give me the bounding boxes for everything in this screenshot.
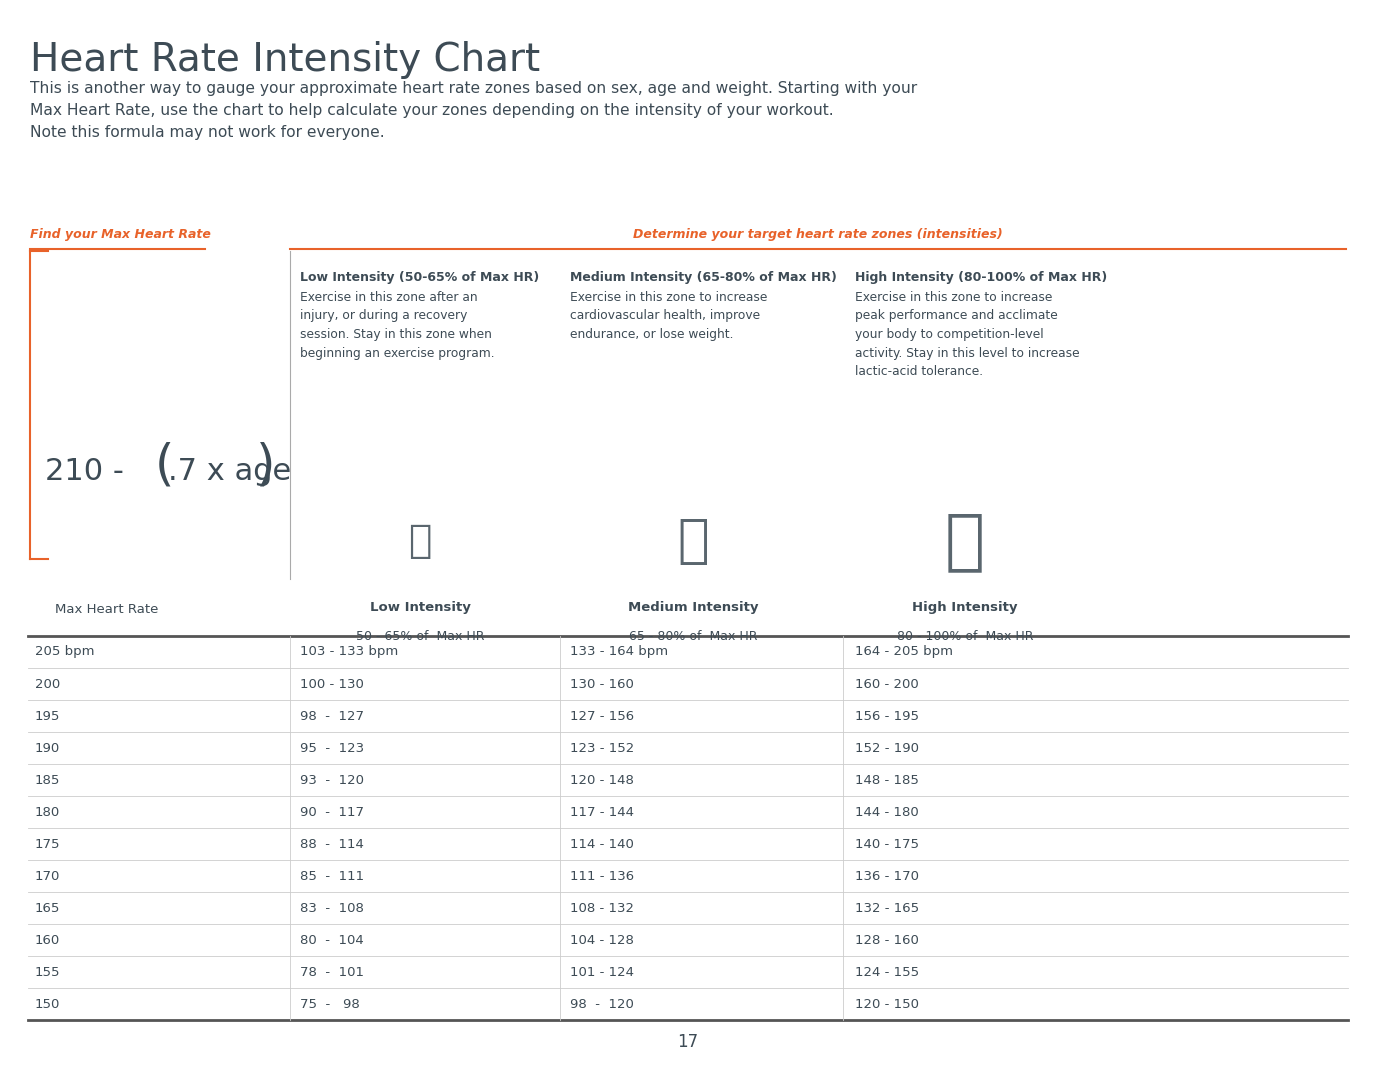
Text: 164 - 205 bpm: 164 - 205 bpm bbox=[854, 646, 954, 659]
Text: 155: 155 bbox=[34, 965, 61, 979]
Text: Low Intensity: Low Intensity bbox=[370, 601, 471, 614]
Text: Exercise in this zone to increase
peak performance and acclimate
your body to co: Exercise in this zone to increase peak p… bbox=[854, 291, 1080, 378]
Text: Medium Intensity (65-80% of Max HR): Medium Intensity (65-80% of Max HR) bbox=[570, 271, 837, 284]
Text: Exercise in this zone to increase
cardiovascular health, improve
endurance, or l: Exercise in this zone to increase cardio… bbox=[570, 291, 768, 341]
Text: 175: 175 bbox=[34, 838, 61, 850]
Text: 180: 180 bbox=[34, 805, 61, 818]
Text: 85  -  111: 85 - 111 bbox=[300, 870, 365, 883]
Text: 78  -  101: 78 - 101 bbox=[300, 965, 365, 979]
Text: 100 - 130: 100 - 130 bbox=[300, 678, 363, 691]
Text: 156 - 195: 156 - 195 bbox=[854, 709, 919, 723]
Text: 103 - 133 bpm: 103 - 133 bpm bbox=[300, 646, 398, 659]
Text: High Intensity: High Intensity bbox=[912, 601, 1018, 614]
Text: 🏃: 🏃 bbox=[677, 515, 709, 567]
Text: .7 x age: .7 x age bbox=[168, 456, 292, 485]
Text: 98  -  120: 98 - 120 bbox=[570, 997, 634, 1011]
Text: 170: 170 bbox=[34, 870, 61, 883]
Text: 80 - 100% of  Max HR: 80 - 100% of Max HR bbox=[897, 630, 1033, 643]
Text: 75  -   98: 75 - 98 bbox=[300, 997, 359, 1011]
Text: Low Intensity (50-65% of Max HR): Low Intensity (50-65% of Max HR) bbox=[300, 271, 539, 284]
Text: 80  -  104: 80 - 104 bbox=[300, 934, 363, 947]
Text: Medium Intensity: Medium Intensity bbox=[627, 601, 758, 614]
Text: 132 - 165: 132 - 165 bbox=[854, 902, 919, 915]
Text: 65 - 80% of  Max HR: 65 - 80% of Max HR bbox=[629, 630, 757, 643]
Text: 114 - 140: 114 - 140 bbox=[570, 838, 634, 850]
Text: This is another way to gauge your approximate heart rate zones based on sex, age: This is another way to gauge your approx… bbox=[30, 81, 918, 140]
Text: (: ( bbox=[155, 442, 175, 491]
Text: Exercise in this zone after an
injury, or during a recovery
session. Stay in thi: Exercise in this zone after an injury, o… bbox=[300, 291, 494, 360]
Text: 140 - 175: 140 - 175 bbox=[854, 838, 919, 850]
Text: Determine your target heart rate zones (intensities): Determine your target heart rate zones (… bbox=[633, 228, 1003, 241]
Text: 101 - 124: 101 - 124 bbox=[570, 965, 634, 979]
Text: 195: 195 bbox=[34, 709, 61, 723]
Text: 🏃: 🏃 bbox=[945, 508, 985, 574]
Text: 136 - 170: 136 - 170 bbox=[854, 870, 919, 883]
Text: 150: 150 bbox=[34, 997, 61, 1011]
Text: 90  -  117: 90 - 117 bbox=[300, 805, 365, 818]
Text: 111 - 136: 111 - 136 bbox=[570, 870, 634, 883]
Text: Max Heart Rate: Max Heart Rate bbox=[55, 603, 158, 616]
Text: 133 - 164 bpm: 133 - 164 bpm bbox=[570, 646, 669, 659]
Text: 104 - 128: 104 - 128 bbox=[570, 934, 634, 947]
Text: 210 -: 210 - bbox=[45, 456, 143, 485]
Text: 160: 160 bbox=[34, 934, 61, 947]
Text: 17: 17 bbox=[677, 1034, 699, 1051]
Text: High Intensity (80-100% of Max HR): High Intensity (80-100% of Max HR) bbox=[854, 271, 1108, 284]
Text: 200: 200 bbox=[34, 678, 61, 691]
Text: 160 - 200: 160 - 200 bbox=[854, 678, 919, 691]
Text: 127 - 156: 127 - 156 bbox=[570, 709, 634, 723]
Text: 88  -  114: 88 - 114 bbox=[300, 838, 363, 850]
Text: 124 - 155: 124 - 155 bbox=[854, 965, 919, 979]
Text: 108 - 132: 108 - 132 bbox=[570, 902, 634, 915]
Text: 50 - 65% of  Max HR: 50 - 65% of Max HR bbox=[356, 630, 484, 643]
Text: 🏃: 🏃 bbox=[409, 522, 432, 560]
Text: 152 - 190: 152 - 190 bbox=[854, 741, 919, 754]
Text: 95  -  123: 95 - 123 bbox=[300, 741, 365, 754]
Text: 98  -  127: 98 - 127 bbox=[300, 709, 365, 723]
Text: 185: 185 bbox=[34, 773, 61, 786]
Text: 128 - 160: 128 - 160 bbox=[854, 934, 919, 947]
Text: 93  -  120: 93 - 120 bbox=[300, 773, 365, 786]
Text: 205 bpm: 205 bpm bbox=[34, 646, 95, 659]
Text: 83  -  108: 83 - 108 bbox=[300, 902, 363, 915]
Text: 144 - 180: 144 - 180 bbox=[854, 805, 919, 818]
Text: 117 - 144: 117 - 144 bbox=[570, 805, 634, 818]
Text: 123 - 152: 123 - 152 bbox=[570, 741, 634, 754]
Text: Heart Rate Intensity Chart: Heart Rate Intensity Chart bbox=[30, 41, 541, 79]
Text: 130 - 160: 130 - 160 bbox=[570, 678, 634, 691]
Text: 120 - 148: 120 - 148 bbox=[570, 773, 634, 786]
Text: Find your Max Heart Rate: Find your Max Heart Rate bbox=[30, 228, 211, 241]
Text: 190: 190 bbox=[34, 741, 61, 754]
Text: 120 - 150: 120 - 150 bbox=[854, 997, 919, 1011]
Text: 148 - 185: 148 - 185 bbox=[854, 773, 919, 786]
Text: 165: 165 bbox=[34, 902, 61, 915]
Text: ): ) bbox=[256, 442, 275, 491]
